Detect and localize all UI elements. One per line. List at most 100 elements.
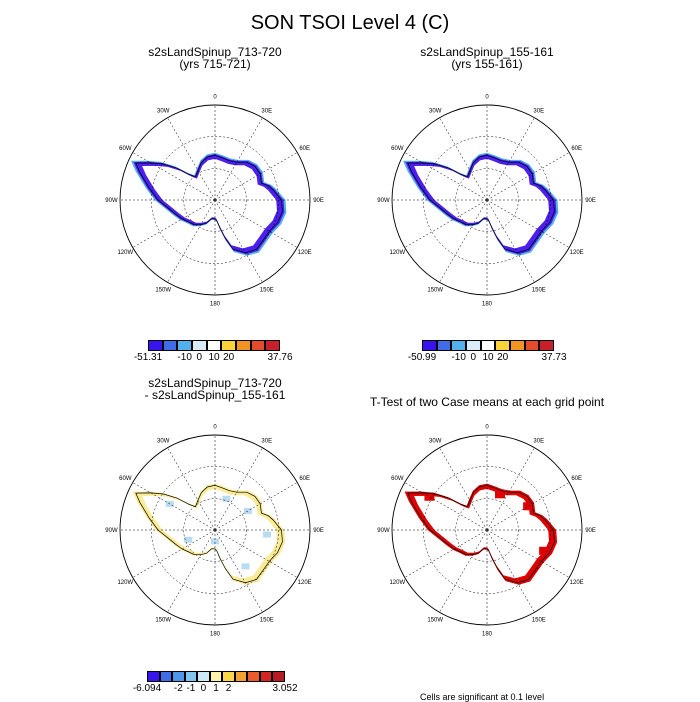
panel-br-title-line1: T-Test of two Case means at each grid po… bbox=[369, 395, 605, 409]
longitude-label: 90E bbox=[585, 528, 596, 534]
colorbar-labels: -6.094 -2 -1 0 1 2 3.052 bbox=[133, 683, 298, 695]
colorbar-swatches bbox=[148, 340, 281, 351]
longitude-label: 150W bbox=[155, 618, 171, 624]
colorbar-swatch bbox=[234, 671, 248, 682]
colorbar-swatch bbox=[510, 340, 525, 351]
longitude-label: 60W bbox=[391, 476, 404, 482]
field-patch bbox=[241, 563, 250, 570]
longitude-label: 120E bbox=[298, 250, 312, 256]
longitude-label: 30W bbox=[157, 108, 170, 114]
colorbar-swatch bbox=[159, 671, 173, 682]
coastline bbox=[407, 154, 555, 254]
colorbar-tick-label: 37.73 bbox=[541, 352, 567, 363]
colorbar-tick-label: -10 bbox=[177, 352, 192, 363]
longitude-label: 90W bbox=[105, 528, 118, 534]
coastline bbox=[135, 484, 283, 584]
longitude-label: 120E bbox=[570, 580, 584, 586]
longitude-label: 150W bbox=[427, 288, 443, 294]
colorbar-tick-label: 20 bbox=[223, 352, 235, 363]
longitude-label: 150E bbox=[260, 618, 274, 624]
longitude-label: 60E bbox=[299, 146, 310, 152]
field-patch bbox=[211, 538, 219, 545]
significance-footnote: Cells are significant at 0.1 level bbox=[420, 692, 545, 702]
colorbar-swatch bbox=[259, 671, 273, 682]
longitude-label: 30E bbox=[261, 438, 272, 444]
latitude-circle bbox=[455, 498, 519, 562]
colorbar-swatch bbox=[539, 340, 555, 351]
colorbar-swatch bbox=[247, 671, 260, 682]
significant-cell bbox=[523, 502, 534, 511]
longitude-label: 0 bbox=[485, 94, 489, 100]
longitude-label: 60E bbox=[571, 476, 582, 482]
longitude-label: 180 bbox=[210, 632, 221, 638]
panel-tl-title-line1: s2sLandSpinup_713-720 bbox=[148, 45, 282, 59]
longitude-label: 30W bbox=[429, 108, 442, 114]
panel-tr-title: s2sLandSpinup_155-161 (yrs 155-161) bbox=[357, 46, 617, 70]
panel-tl-title-line2: (yrs 715-721) bbox=[179, 57, 251, 71]
panel-tl-title: s2sLandSpinup_713-720 (yrs 715-721) bbox=[85, 46, 345, 70]
longitude-label: 150E bbox=[260, 288, 274, 294]
latitude-circle bbox=[183, 498, 247, 562]
panel-tl-colorbar: -51.31 -10 0 10 20 37.76 bbox=[134, 340, 293, 363]
panel-bl-colorbar: -6.094 -2 -1 0 1 2 3.052 bbox=[133, 671, 298, 694]
longitude-label: 90E bbox=[313, 198, 324, 204]
colorbar-swatch bbox=[172, 671, 185, 682]
longitude-label: 30W bbox=[157, 438, 170, 444]
longitude-label: 180 bbox=[482, 302, 493, 308]
longitude-label: 150W bbox=[427, 618, 443, 624]
panel-bl-map: 0 30E 60E 90E 120E 150E 180 150W 120W 90W 60W 30W bbox=[105, 424, 324, 638]
colorbar-swatch bbox=[236, 340, 251, 351]
longitude-label: 90E bbox=[313, 528, 324, 534]
longitude-label: 120E bbox=[570, 250, 584, 256]
latitude-circle bbox=[183, 168, 247, 232]
longitude-label: 180 bbox=[210, 302, 221, 308]
colorbar-labels: -50.99 -10 0 10 20 37.73 bbox=[408, 352, 567, 364]
colorbar-tick-label: -1 bbox=[186, 683, 196, 694]
colorbar-tick-label: 0 bbox=[196, 352, 203, 363]
panel-bl-title-line1: s2sLandSpinup_713-720 bbox=[148, 376, 282, 390]
colorbar-swatch bbox=[524, 340, 540, 351]
coastline bbox=[407, 484, 555, 584]
longitude-label: 0 bbox=[485, 424, 489, 430]
coastline bbox=[135, 154, 283, 254]
colorbar-swatch bbox=[206, 340, 222, 351]
longitude-label: 0 bbox=[213, 94, 217, 100]
colorbar-tick-label: -6.094 bbox=[132, 683, 162, 694]
longitude-label: 60E bbox=[299, 476, 310, 482]
longitude-label: 120W bbox=[389, 580, 405, 586]
colorbar-swatch bbox=[222, 671, 235, 682]
longitude-label: 30E bbox=[261, 108, 272, 114]
longitude-label: 30E bbox=[533, 108, 544, 114]
colorbar-swatch bbox=[466, 340, 481, 351]
longitude-label: 90W bbox=[105, 198, 118, 204]
significant-cell bbox=[424, 492, 435, 501]
longitude-label: 60W bbox=[119, 476, 132, 482]
colorbar-swatches bbox=[422, 340, 555, 351]
colorbar-swatch bbox=[272, 671, 286, 682]
colorbar-tick-label: 37.76 bbox=[267, 352, 293, 363]
panel-tr-colorbar: -50.99 -10 0 10 20 37.73 bbox=[408, 340, 567, 363]
longitude-label: 90W bbox=[377, 198, 390, 204]
panel-br-map: 0 30E 60E 90E 120E 150E 180 150W 120W 90W 60W 30W bbox=[377, 424, 596, 637]
longitude-label: 60W bbox=[391, 146, 404, 152]
panel-tr-map: 0 30E 60E 90E 120E 150E 180 150W 120W 90W 60W 30W bbox=[377, 94, 596, 308]
colorbar-swatch bbox=[184, 671, 198, 682]
colorbar-tick-label: 2 bbox=[225, 683, 232, 694]
latitude-circle bbox=[423, 136, 551, 264]
colorbar-swatch bbox=[250, 340, 266, 351]
panel-bl-title-line2: - s2sLandSpinup_155-161 bbox=[144, 388, 286, 402]
panel-tr-title-line1: s2sLandSpinup_155-161 bbox=[420, 45, 554, 59]
panel-bl-title: s2sLandSpinup_713-720 - s2sLandSpinup_15… bbox=[85, 377, 345, 401]
colorbar-swatch bbox=[480, 340, 496, 351]
longitude-label: 30W bbox=[429, 438, 442, 444]
colorbar-swatch bbox=[495, 340, 511, 351]
field-patch bbox=[222, 495, 231, 502]
colorbar-swatch bbox=[197, 671, 210, 682]
colorbar-swatches bbox=[147, 671, 286, 682]
field-patch bbox=[263, 531, 272, 538]
longitude-label: 30E bbox=[533, 438, 544, 444]
colorbar-tick-label: 20 bbox=[497, 352, 509, 363]
colorbar-swatch bbox=[265, 340, 281, 351]
colorbar-swatch bbox=[177, 340, 193, 351]
colorbar-swatch bbox=[422, 340, 437, 351]
